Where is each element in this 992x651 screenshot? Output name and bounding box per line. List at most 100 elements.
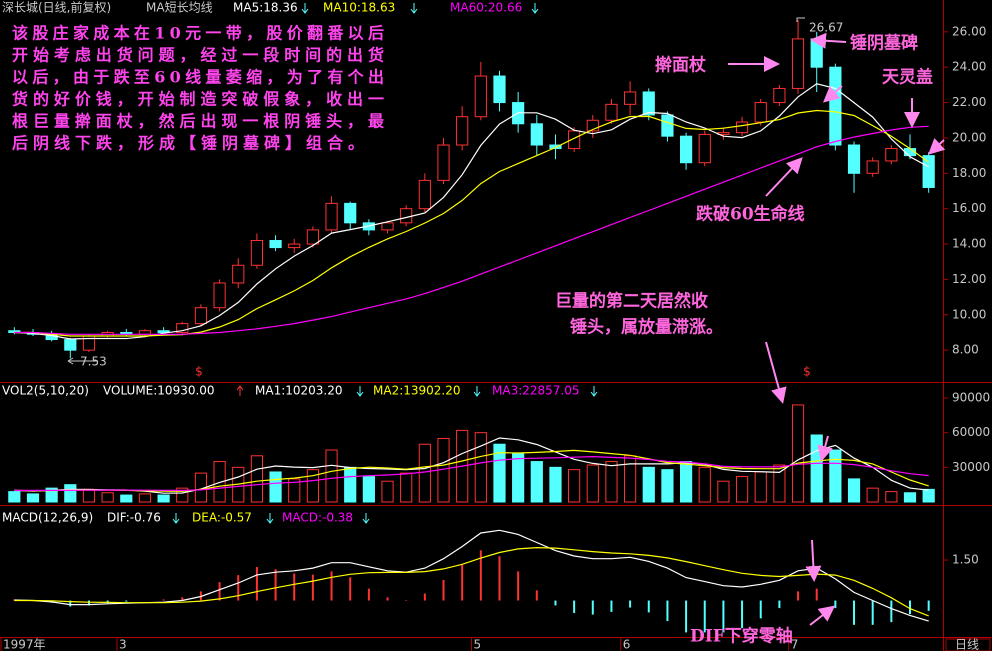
x-tick-label: 6 — [623, 638, 631, 651]
volume-bar — [493, 443, 506, 503]
candle-body — [549, 144, 562, 150]
signal-mark: $ — [803, 365, 811, 379]
volume-bar — [922, 488, 935, 503]
volume-bar — [605, 461, 618, 503]
annotation-arrow — [928, 137, 946, 155]
volume-bar — [138, 493, 152, 503]
line-series — [14, 449, 929, 492]
candle-body — [530, 123, 543, 146]
trend-arrow — [172, 513, 180, 524]
candle-body — [400, 208, 413, 224]
annotation: 擀面杖 — [655, 55, 706, 76]
trend-arrow — [531, 3, 539, 14]
candle-body — [810, 38, 823, 68]
x-tick-label: 1997年 — [3, 638, 46, 651]
note-line: 根巨量擀面杖，然后出现一根阴锤头，最 — [12, 112, 385, 131]
volume-bar — [101, 492, 114, 503]
volume-bar — [362, 476, 375, 503]
volume-bar — [288, 478, 301, 503]
candle-body — [250, 240, 264, 266]
volume-bar — [250, 455, 264, 503]
candle-body — [232, 264, 245, 284]
candle-body — [344, 202, 357, 224]
candle-body — [679, 135, 693, 164]
candle-body — [847, 144, 861, 174]
candle-body — [474, 75, 487, 118]
trend-arrow — [266, 513, 274, 524]
line-series — [14, 83, 929, 340]
y-tick-label: 10.00 — [952, 307, 986, 321]
candle-body — [381, 222, 394, 231]
legend-entry: MA1:10203.20 — [255, 384, 343, 398]
annotation-arrow — [809, 605, 836, 626]
candle-body — [773, 87, 786, 104]
candle-body — [176, 323, 189, 333]
plot: 8.00 10.00 12.00 14.00 16.00 18.00 20.00 22.00 2… — [0, 19, 990, 651]
volume-bar — [325, 449, 338, 503]
volume-bar — [64, 484, 77, 503]
volume-bar — [642, 466, 655, 503]
y-tick-label: 16.00 — [952, 201, 986, 215]
volume-bar — [903, 492, 917, 503]
legend-entry: MACD:-0.38 — [282, 511, 353, 525]
candle-body — [605, 103, 618, 121]
annotation-arrow — [805, 539, 822, 582]
y-tick-label: 60000 — [952, 425, 990, 439]
volume-bar — [474, 432, 487, 503]
y-tick-label: 8.00 — [952, 343, 979, 357]
candle-body — [866, 160, 879, 174]
candle-body — [735, 121, 749, 134]
trend-arrow — [356, 386, 364, 397]
candle-body — [568, 130, 581, 150]
candle-body — [269, 240, 282, 249]
volume-bar — [586, 464, 599, 503]
note-line: 该股庄家成本在10元一带，股价翻番以后 — [12, 24, 384, 43]
extreme-pointer — [67, 357, 98, 365]
x-tick-label: 7 — [791, 638, 799, 651]
volume-bar — [418, 443, 431, 503]
candle-body — [194, 307, 208, 325]
candle-body — [754, 102, 767, 123]
volume-bar — [847, 478, 861, 503]
y-tick-label: 24.00 — [952, 60, 986, 74]
y-tick-label: 90000 — [952, 391, 990, 405]
panel-title: MACD(12,26,9) — [2, 511, 93, 525]
volume-bar — [885, 491, 898, 503]
y-tick-label: 22.00 — [952, 95, 986, 109]
volume-bar — [810, 434, 823, 503]
line-series — [14, 125, 929, 335]
note-line: 开始考虑出货问题，经过一段时间的出货 — [12, 46, 384, 65]
volume-bar — [400, 472, 413, 503]
trend-arrow — [236, 385, 244, 396]
volume-bar — [82, 488, 96, 503]
volume-bar — [549, 466, 562, 503]
trend-arrow — [301, 3, 309, 14]
candle-body — [642, 91, 655, 116]
annotation: DIF下穿零轴 — [690, 626, 793, 647]
volume-bar — [512, 452, 525, 503]
candle-body — [325, 202, 338, 231]
volume-bar — [157, 494, 170, 503]
trend-arrow — [362, 513, 370, 524]
volume-bar — [530, 461, 543, 503]
volume-bar — [45, 487, 58, 503]
chart-title: 深长城(日线,前复权) — [2, 0, 111, 15]
chart-subtitle: MA短长均线 — [146, 1, 213, 15]
candle-body — [418, 179, 431, 210]
legend-entry: MA10:18.63 — [323, 1, 395, 15]
line-series — [14, 109, 930, 337]
volume-bar — [176, 487, 189, 503]
legend-entry: MA60:20.66 — [450, 1, 522, 15]
extreme-pointer — [796, 17, 805, 22]
line-series — [14, 437, 929, 494]
volume-bar — [661, 469, 674, 503]
annotation: 天灵盖 — [882, 67, 933, 88]
volume-bar — [306, 469, 319, 503]
note-line: 以后，由于跌至60线量萎缩，为了有个出 — [12, 68, 384, 87]
note-line: 货的好价钱，开始制造突破假象，收出一 — [12, 90, 384, 109]
y-tick-label: 12.00 — [952, 272, 986, 286]
signal-mark: $ — [195, 365, 203, 379]
candle-body — [213, 282, 226, 309]
line-series — [14, 546, 929, 617]
